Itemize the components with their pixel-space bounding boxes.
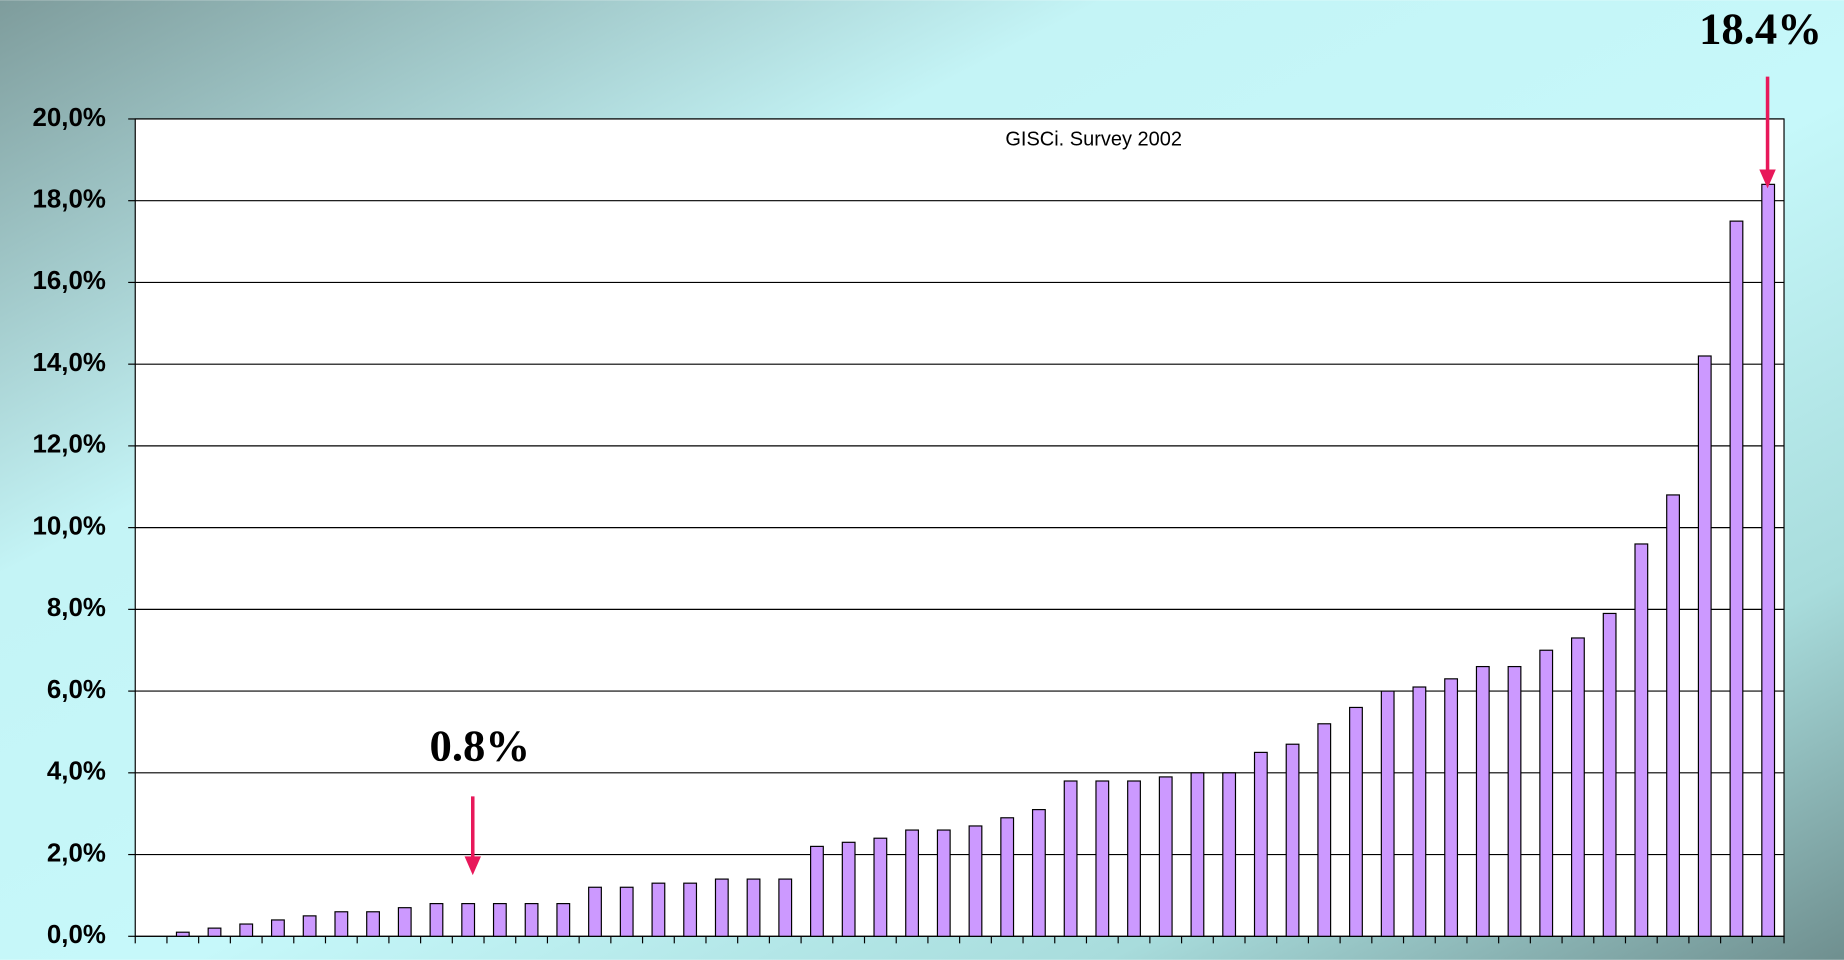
bar [778,878,793,937]
bar [1158,776,1173,937]
annotation: 18.4% [1699,3,1822,53]
bar [207,927,222,937]
bar [619,886,634,937]
y-tick-label: 20,0% [33,104,106,132]
bar [810,845,824,937]
bar [1761,183,1776,937]
bar [1063,780,1078,937]
bar [1602,612,1617,937]
y-tick-label: 18,0% [33,186,106,214]
bar [1317,723,1332,937]
bar [1285,743,1300,937]
bar [1634,543,1649,937]
bar [1729,220,1744,937]
bar [1666,494,1680,937]
y-tick-label: 4,0% [47,758,106,786]
bar [905,829,920,937]
chart-title: GISCi. Survey 2002 [1005,128,1182,150]
bar [1444,678,1459,937]
bar [334,911,349,937]
bar [1412,686,1427,937]
bar [366,911,380,937]
y-tick-label: 12,0% [33,431,106,459]
y-tick-label: 10,0% [33,512,106,540]
bar [1349,706,1363,937]
bar [1697,355,1712,937]
bar [461,903,476,937]
bar [397,907,412,937]
bar [302,915,317,937]
bar [1222,772,1237,937]
bar [429,903,444,937]
bar [1190,772,1205,937]
bar [1127,780,1141,937]
bar [270,919,285,937]
bar [524,903,539,937]
bar [841,841,856,937]
bar [936,829,951,937]
bar [1253,751,1268,937]
bar [1475,665,1490,937]
bar [1031,809,1046,937]
y-tick-label: 14,0% [33,349,106,377]
bar [1570,637,1585,937]
y-tick-label: 2,0% [47,839,106,867]
bar [1000,817,1015,937]
bar [968,825,983,937]
bar [175,931,190,937]
bar [683,882,698,937]
bar [556,903,571,937]
arrow-head [464,856,481,876]
y-tick-label: 8,0% [47,594,106,622]
y-tick-label: 6,0% [47,676,106,704]
bar [492,903,507,937]
y-tick-label: 0,0% [47,921,106,949]
bar [873,837,888,937]
y-tick-label: 16,0% [33,267,106,295]
bar [714,878,729,937]
bar [1539,649,1554,937]
bar [651,882,666,937]
bar [239,923,254,937]
bar [746,878,761,937]
bar [588,886,602,937]
marks [128,118,1785,944]
arrow-head [1759,169,1776,189]
bar [1095,780,1110,937]
bar [1380,690,1395,937]
bar [1507,665,1522,937]
annotation: 0.8% [430,721,531,771]
